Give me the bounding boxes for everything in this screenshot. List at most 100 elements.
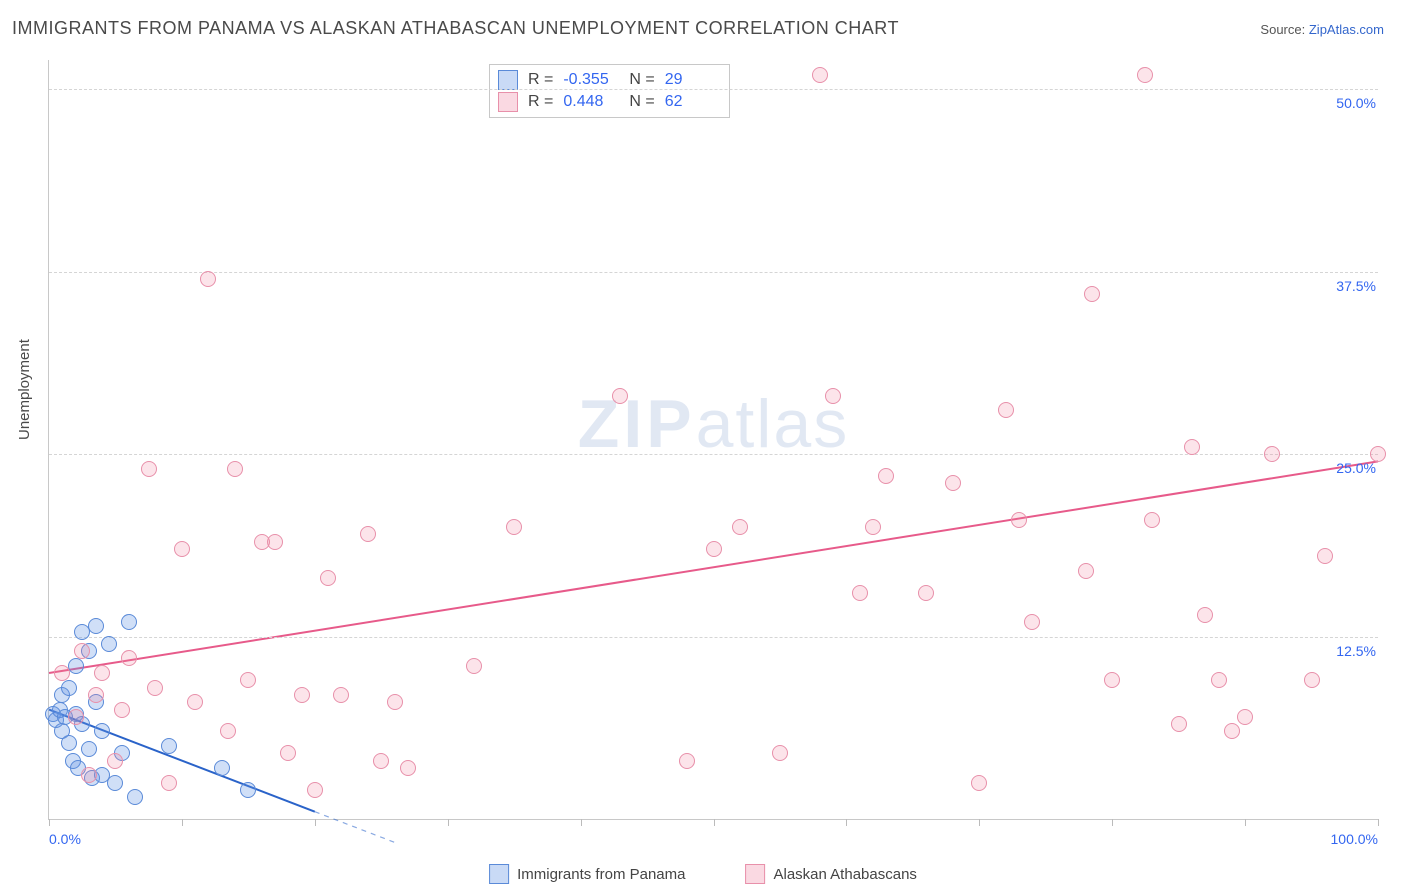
data-point bbox=[127, 789, 143, 805]
data-point bbox=[772, 745, 788, 761]
data-point bbox=[81, 767, 97, 783]
data-point bbox=[679, 753, 695, 769]
data-point bbox=[81, 741, 97, 757]
data-point bbox=[373, 753, 389, 769]
x-tick bbox=[49, 819, 50, 826]
correlation-row-panama: R = -0.355 N = 29 bbox=[498, 69, 721, 91]
data-point bbox=[506, 519, 522, 535]
x-tick bbox=[1245, 819, 1246, 826]
x-tick bbox=[979, 819, 980, 826]
data-point bbox=[1024, 614, 1040, 630]
r-value-panama: -0.355 bbox=[563, 69, 619, 91]
y-tick-label: 25.0% bbox=[1336, 460, 1382, 476]
data-point bbox=[998, 402, 1014, 418]
data-point bbox=[161, 775, 177, 791]
n-label: N = bbox=[629, 69, 654, 91]
correlation-row-athabascan: R = 0.448 N = 62 bbox=[498, 91, 721, 113]
data-point bbox=[825, 388, 841, 404]
data-point bbox=[88, 687, 104, 703]
data-point bbox=[267, 534, 283, 550]
data-point bbox=[280, 745, 296, 761]
source-label: Source: bbox=[1260, 22, 1305, 37]
data-point bbox=[1171, 716, 1187, 732]
r-value-athabascan: 0.448 bbox=[563, 91, 619, 113]
data-point bbox=[320, 570, 336, 586]
data-point bbox=[612, 388, 628, 404]
data-point bbox=[1370, 446, 1386, 462]
data-point bbox=[121, 650, 137, 666]
gridline bbox=[49, 637, 1378, 638]
r-label: R = bbox=[528, 91, 553, 113]
legend-item-panama: Immigrants from Panama bbox=[489, 864, 685, 884]
data-point bbox=[1184, 439, 1200, 455]
source-attribution: Source: ZipAtlas.com bbox=[1260, 22, 1384, 37]
r-label: R = bbox=[528, 69, 553, 91]
data-point bbox=[61, 735, 77, 751]
data-point bbox=[1237, 709, 1253, 725]
x-tick-label: 100.0% bbox=[1331, 831, 1378, 847]
data-point bbox=[187, 694, 203, 710]
y-tick-label: 37.5% bbox=[1336, 278, 1382, 294]
data-point bbox=[1224, 723, 1240, 739]
data-point bbox=[400, 760, 416, 776]
data-point bbox=[121, 614, 137, 630]
data-point bbox=[107, 775, 123, 791]
data-point bbox=[147, 680, 163, 696]
data-point bbox=[1264, 446, 1280, 462]
x-tick bbox=[1378, 819, 1379, 826]
legend-label: Immigrants from Panama bbox=[517, 866, 685, 883]
data-point bbox=[74, 643, 90, 659]
data-point bbox=[107, 753, 123, 769]
bottom-legend: Immigrants from Panama Alaskan Athabasca… bbox=[489, 864, 917, 884]
data-point bbox=[240, 782, 256, 798]
y-tick-label: 12.5% bbox=[1336, 643, 1382, 659]
swatch-icon bbox=[498, 92, 518, 112]
gridline bbox=[49, 454, 1378, 455]
swatch-icon bbox=[745, 864, 765, 884]
trend-line-extension bbox=[315, 812, 395, 843]
swatch-icon bbox=[498, 70, 518, 90]
data-point bbox=[466, 658, 482, 674]
x-tick-label: 0.0% bbox=[49, 831, 81, 847]
x-tick bbox=[581, 819, 582, 826]
y-axis-label: Unemployment bbox=[16, 339, 33, 440]
y-tick-label: 50.0% bbox=[1336, 95, 1382, 111]
data-point bbox=[1211, 672, 1227, 688]
data-point bbox=[1197, 607, 1213, 623]
data-point bbox=[174, 541, 190, 557]
data-point bbox=[141, 461, 157, 477]
x-tick bbox=[448, 819, 449, 826]
source-link[interactable]: ZipAtlas.com bbox=[1309, 22, 1384, 37]
legend-item-athabascan: Alaskan Athabascans bbox=[745, 864, 916, 884]
trend-lines bbox=[49, 60, 1378, 819]
data-point bbox=[1137, 67, 1153, 83]
data-point bbox=[227, 461, 243, 477]
data-point bbox=[971, 775, 987, 791]
data-point bbox=[94, 665, 110, 681]
data-point bbox=[706, 541, 722, 557]
x-tick bbox=[714, 819, 715, 826]
data-point bbox=[54, 665, 70, 681]
x-tick bbox=[846, 819, 847, 826]
data-point bbox=[852, 585, 868, 601]
x-tick bbox=[1112, 819, 1113, 826]
x-tick bbox=[315, 819, 316, 826]
scatter-plot: ZIPatlas R = -0.355 N = 29 R = 0.448 N =… bbox=[48, 60, 1378, 820]
data-point bbox=[161, 738, 177, 754]
data-point bbox=[918, 585, 934, 601]
data-point bbox=[200, 271, 216, 287]
data-point bbox=[387, 694, 403, 710]
data-point bbox=[1304, 672, 1320, 688]
legend-label: Alaskan Athabascans bbox=[773, 866, 916, 883]
data-point bbox=[1078, 563, 1094, 579]
data-point bbox=[68, 709, 84, 725]
chart-title: IMMIGRANTS FROM PANAMA VS ALASKAN ATHABA… bbox=[12, 18, 899, 39]
data-point bbox=[360, 526, 376, 542]
gridline bbox=[49, 272, 1378, 273]
data-point bbox=[1011, 512, 1027, 528]
data-point bbox=[878, 468, 894, 484]
trend-line bbox=[49, 461, 1378, 673]
data-point bbox=[61, 680, 77, 696]
data-point bbox=[88, 618, 104, 634]
data-point bbox=[1104, 672, 1120, 688]
